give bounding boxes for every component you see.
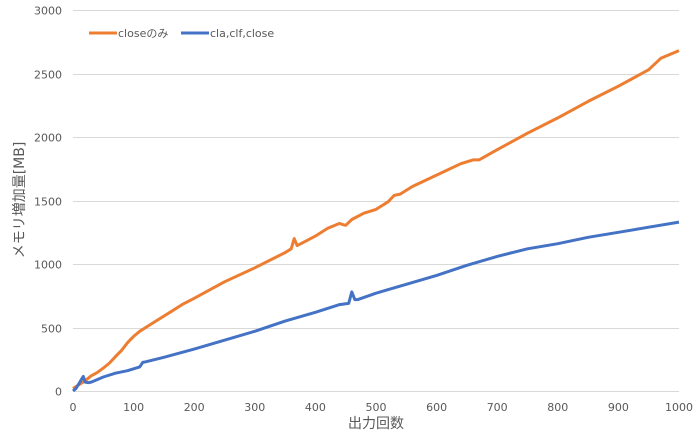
y-tick-label: 500 (41, 323, 62, 336)
legend-label: closeのみ (118, 27, 168, 40)
x-tick-label: 500 (366, 401, 387, 414)
x-tick-label: 200 (184, 401, 205, 414)
y-tick-label: 1500 (34, 196, 62, 209)
y-tick-label: 1000 (34, 259, 62, 272)
y-tick-label: 2000 (34, 132, 62, 145)
legend-item-cla-clf-close: cla,clf,close (181, 27, 274, 40)
gridlines (73, 10, 679, 392)
series-line-close-only (72, 49, 680, 390)
x-axis-title: 出力回数 (348, 416, 404, 432)
y-tick-label: 2500 (34, 69, 62, 82)
series-line-cla-clf-close (72, 220, 680, 393)
legend-item-close-only: closeのみ (89, 27, 168, 40)
legend: closeのみ cla,clf,close (89, 27, 274, 40)
legend-label: cla,clf,close (210, 27, 274, 40)
y-tick-label: 3000 (34, 5, 62, 18)
x-tick-label: 700 (487, 401, 508, 414)
x-tick-label: 1000 (665, 401, 693, 414)
x-tick-label: 400 (305, 401, 326, 414)
x-tick-label: 300 (244, 401, 265, 414)
series-lines (72, 49, 680, 393)
x-tick-label: 100 (123, 401, 144, 414)
y-tick-label: 0 (55, 386, 62, 399)
x-tick-label: 800 (547, 401, 568, 414)
y-axis-ticks: 0 500 1000 1500 2000 2500 3000 (34, 5, 62, 399)
y-axis-title: メモリ増加量[MB] (12, 142, 28, 259)
x-tick-label: 600 (426, 401, 447, 414)
x-tick-label: 0 (70, 401, 77, 414)
x-axis-ticks: 0 100 200 300 400 500 600 700 800 900 1000 (70, 401, 694, 414)
x-tick-label: 900 (608, 401, 629, 414)
